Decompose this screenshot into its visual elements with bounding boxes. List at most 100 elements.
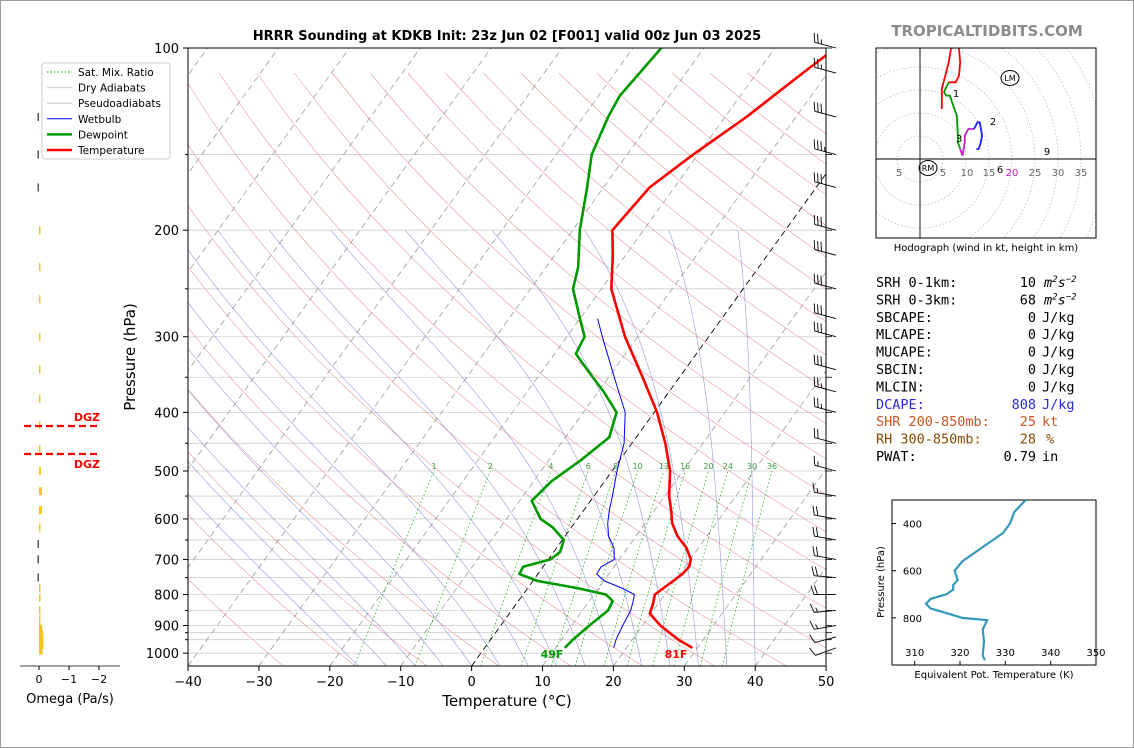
mixing-ratio-label: 20 bbox=[703, 462, 713, 471]
stat-value: 0 bbox=[1028, 379, 1036, 395]
omega-bar bbox=[39, 295, 41, 304]
theta-e-x-tick-label: 320 bbox=[950, 648, 969, 659]
wind-barb-flag bbox=[817, 274, 819, 285]
moist-adiabat bbox=[188, 426, 416, 666]
wind-barb bbox=[809, 647, 837, 656]
wind-barb bbox=[812, 546, 837, 560]
y-tick-label: 600 bbox=[154, 513, 179, 528]
dry-adiabat bbox=[407, 72, 826, 424]
wind-barb-flag bbox=[817, 140, 819, 150]
wind-barb-flag bbox=[811, 566, 815, 576]
wind-barb bbox=[813, 303, 837, 320]
omega-bar bbox=[39, 365, 41, 374]
isotherm bbox=[188, 48, 563, 569]
omega-bar bbox=[39, 624, 42, 633]
mixing-ratio-line bbox=[700, 470, 753, 666]
stat-label: PWAT: bbox=[876, 449, 917, 465]
hodograph-height-label: 3 bbox=[956, 134, 962, 145]
wind-barb-flag bbox=[815, 527, 819, 537]
wind-barb-half-flag bbox=[815, 607, 818, 613]
wind-barb-flag bbox=[813, 354, 816, 364]
wind-barb bbox=[813, 101, 837, 118]
omega-bar bbox=[39, 635, 44, 644]
wind-barb-flag bbox=[817, 429, 819, 439]
stat-value: 0 bbox=[1028, 345, 1036, 361]
surface-temperature-label: 81F bbox=[665, 648, 688, 661]
moist-adiabat bbox=[584, 230, 699, 666]
hodograph-range-label: 35 bbox=[1075, 168, 1088, 179]
wind-barb-staff bbox=[814, 636, 837, 644]
dry-adiabat bbox=[188, 327, 571, 666]
omega-bar bbox=[37, 150, 39, 159]
hodograph-range-label: 5 bbox=[940, 168, 946, 179]
hodograph-title: Hodograph (wind in kt, height in km) bbox=[894, 243, 1079, 254]
hodograph-range-label: 15 bbox=[983, 168, 996, 179]
wind-barb-flag bbox=[817, 398, 819, 408]
wind-barb bbox=[811, 566, 837, 579]
wind-barbs bbox=[809, 32, 837, 656]
wind-barb-flag bbox=[809, 634, 816, 643]
omega-bar bbox=[39, 467, 41, 476]
stat-value: 25 bbox=[1020, 414, 1036, 430]
wind-barb-staff bbox=[814, 282, 837, 290]
moist-adiabat bbox=[217, 230, 557, 666]
hodograph-range-label: 20 bbox=[1006, 168, 1019, 179]
omega-bar bbox=[39, 445, 41, 454]
x-tick-label: 40 bbox=[747, 675, 764, 690]
stat-unit: m2s−2 bbox=[1043, 275, 1077, 291]
y-tick-label: 500 bbox=[154, 465, 179, 480]
moist-adiabat bbox=[737, 230, 756, 666]
stat-label: SBCIN: bbox=[876, 362, 925, 378]
storm-motion-marker bbox=[1000, 70, 1020, 86]
wind-barb-flag bbox=[813, 57, 816, 68]
theta-e-area bbox=[891, 499, 1097, 666]
stat-value: 0 bbox=[1028, 327, 1036, 343]
wind-barb-half-flag bbox=[816, 488, 819, 493]
mixing-ratio-label: 8 bbox=[613, 462, 618, 471]
wind-barb-flag bbox=[813, 376, 816, 387]
omega-bar bbox=[39, 630, 43, 639]
dgz-label: DGZ bbox=[74, 458, 100, 471]
omega-bar bbox=[39, 332, 41, 341]
legend-label: Temperature bbox=[77, 145, 145, 157]
mixing-ratio-label: 36 bbox=[767, 462, 777, 471]
mixing-ratio-label: 24 bbox=[723, 462, 733, 471]
wind-barb-staff bbox=[814, 610, 837, 613]
x-tick-label: −40 bbox=[174, 675, 201, 690]
theta-e-xlabel: Equivalent Pot. Temperature (K) bbox=[914, 670, 1073, 681]
wind-barb-flag bbox=[817, 377, 819, 388]
wind-barb-flag bbox=[815, 546, 819, 557]
dry-adiabat bbox=[188, 144, 787, 666]
y-tick-label: 700 bbox=[154, 553, 179, 568]
isotherm bbox=[188, 48, 492, 470]
moist-adiabat bbox=[188, 302, 501, 666]
dry-adiabat bbox=[188, 205, 715, 666]
y-tick-label: 300 bbox=[154, 331, 179, 346]
stat-label: SRH 0-3km: bbox=[876, 292, 957, 308]
wind-barb-flag bbox=[813, 139, 816, 149]
storm-motion-marker bbox=[918, 160, 938, 176]
moist-adiabat bbox=[188, 461, 387, 666]
dgz-markers: DGZ DGZ bbox=[24, 411, 100, 471]
wind-barb-flag bbox=[813, 172, 816, 182]
y-tick-label: 400 bbox=[154, 406, 179, 421]
moist-adiabat bbox=[188, 348, 472, 666]
x-tick-label: 10 bbox=[534, 675, 551, 690]
wind-barb-staff bbox=[815, 647, 837, 656]
x-tick-label: 0 bbox=[467, 675, 475, 690]
wind-barb bbox=[813, 376, 837, 393]
stat-unit: J/kg bbox=[1042, 310, 1075, 326]
stat-label: SHR 200-850mb: bbox=[876, 414, 990, 430]
skewt-axes: −40 −30 −20 −10 0 10 20 30 40 50 100 200 300 400 500 60… bbox=[146, 42, 834, 690]
omega-bar bbox=[39, 646, 43, 655]
wind-barb-staff bbox=[814, 555, 837, 560]
wind-barb bbox=[813, 32, 837, 49]
wind-barb-staff bbox=[814, 312, 837, 320]
dgz-label: DGZ bbox=[74, 411, 100, 424]
theta-e-y-tick-label: 800 bbox=[903, 614, 922, 625]
wind-barb-flag bbox=[817, 304, 819, 314]
isotherm bbox=[188, 48, 421, 372]
stat-unit: kt bbox=[1042, 414, 1058, 430]
wind-barb-staff bbox=[814, 363, 837, 371]
